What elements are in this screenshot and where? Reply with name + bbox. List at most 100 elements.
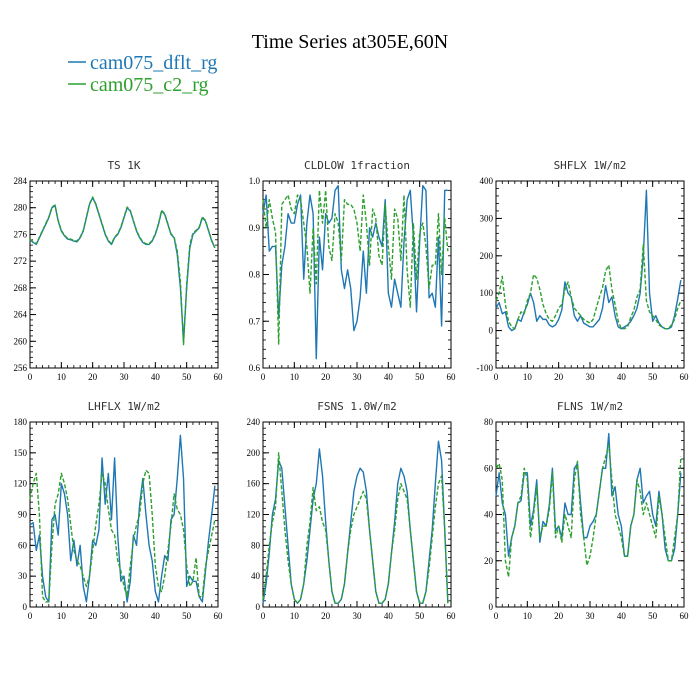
series-line-dflt <box>262 184 448 360</box>
y-tick-label: 80 <box>484 417 494 427</box>
x-tick-label: 40 <box>617 372 627 382</box>
y-tick-label: 200 <box>247 448 261 458</box>
y-tick-label: 0.7 <box>249 316 261 326</box>
x-tick-label: 0 <box>494 611 499 621</box>
y-tick-label: 40 <box>251 571 261 581</box>
y-tick-label: 60 <box>18 540 28 550</box>
y-tick-label: 276 <box>14 229 28 239</box>
x-tick-label: 30 <box>586 611 596 621</box>
panels-grid: TS 1K 0 10 20 30 40 50 60 256 260 264 268 272 276 280 2… <box>14 159 690 621</box>
panel-title: CLDLOW 1fraction <box>304 159 410 172</box>
x-tick-label: 50 <box>648 372 658 382</box>
figure-title: Time Series at305E,60N <box>252 31 448 53</box>
x-tick-label: 60 <box>680 611 690 621</box>
x-tick-label: 10 <box>57 372 67 382</box>
y-tick-label: 40 <box>484 510 494 520</box>
x-tick-label: 40 <box>384 372 394 382</box>
y-tick-label: 240 <box>247 417 261 427</box>
y-tick-label: 120 <box>247 510 261 520</box>
x-tick-label: 10 <box>523 611 533 621</box>
y-tick-label: 200 <box>480 251 494 261</box>
x-tick-label: 60 <box>214 611 224 621</box>
x-tick-label: 0 <box>28 611 33 621</box>
panel-3: SHFLX 1W/m20 10 20 30 40 50 60-100010020030040… <box>477 159 690 382</box>
series-line-dflt <box>495 189 682 332</box>
x-tick-label: 20 <box>321 611 331 621</box>
y-tick-label: 260 <box>14 336 28 346</box>
series-line-c2 <box>495 243 682 330</box>
y-tick-label: 60 <box>484 463 494 473</box>
x-tick-label: 20 <box>88 372 98 382</box>
x-tick-label: 10 <box>523 372 533 382</box>
plot-frame <box>495 180 685 369</box>
x-tick-label: 50 <box>415 611 425 621</box>
y-tick-label: 1.0 <box>249 176 261 186</box>
panel-6: FLNS 1W/m2 0 10 20 30 40 50 60 0 20 40 60 80 <box>484 400 689 621</box>
y-tick-label: 90 <box>18 510 28 520</box>
y-tick-label: 150 <box>14 448 28 458</box>
y-tick-label: 256 <box>14 363 28 373</box>
x-tick-label: 30 <box>120 372 130 382</box>
x-tick-label: 0 <box>261 611 266 621</box>
x-tick-label: 0 <box>28 372 33 382</box>
y-tick-label: 0.6 <box>249 363 261 373</box>
y-tick-label: 400 <box>480 176 494 186</box>
y-tick-label: 120 <box>14 479 28 489</box>
y-tick-label: 0 <box>489 602 494 612</box>
x-tick-label: 40 <box>151 611 161 621</box>
x-tick-label: 10 <box>290 611 300 621</box>
y-tick-label: 180 <box>14 417 28 427</box>
x-tick-label: 40 <box>617 611 627 621</box>
x-tick-label: 0 <box>261 372 266 382</box>
y-tick-label: 0.8 <box>249 270 261 280</box>
y-tick-label: 100 <box>480 288 494 298</box>
x-tick-label: 60 <box>447 611 457 621</box>
x-tick-label: 60 <box>214 372 224 382</box>
x-tick-label: 20 <box>321 372 331 382</box>
x-tick-label: 40 <box>384 611 394 621</box>
series-line-c2 <box>495 444 682 578</box>
x-tick-label: 40 <box>151 372 161 382</box>
y-tick-label: 0 <box>489 326 494 336</box>
legend-label-c2: cam075_c2_rg <box>90 74 209 96</box>
y-tick-label: 80 <box>251 540 261 550</box>
x-tick-label: 20 <box>554 611 564 621</box>
panel-1: TS 1K 0 10 20 30 40 50 60 256 260 264 268 272 276 280 2… <box>14 159 224 382</box>
legend: cam075_dflt_rg cam075_c2_rg <box>68 52 217 96</box>
y-tick-label: -100 <box>477 363 494 373</box>
x-tick-label: 60 <box>447 372 457 382</box>
y-tick-label: 30 <box>18 571 28 581</box>
x-tick-label: 20 <box>88 611 98 621</box>
series-line-c2 <box>29 469 216 603</box>
y-tick-label: 272 <box>14 256 28 266</box>
x-tick-label: 50 <box>415 372 425 382</box>
series-line-c2 <box>262 189 449 346</box>
x-tick-label: 50 <box>182 611 192 621</box>
x-tick-label: 30 <box>353 611 363 621</box>
y-tick-label: 20 <box>484 556 494 566</box>
panel-4: LHFLX 1W/m2 0 10 20 30 40 50 60 0 30 60 90 120 150 180 <box>14 400 224 621</box>
y-tick-label: 264 <box>14 310 28 320</box>
y-tick-label: 0.9 <box>249 223 261 233</box>
x-tick-label: 10 <box>57 611 67 621</box>
y-tick-label: 284 <box>14 176 28 186</box>
y-tick-label: 160 <box>247 479 261 489</box>
series-line-c2 <box>29 196 216 346</box>
y-tick-label: 268 <box>14 283 28 293</box>
x-tick-label: 20 <box>554 372 564 382</box>
x-tick-label: 30 <box>586 372 596 382</box>
y-tick-label: 300 <box>480 213 494 223</box>
y-tick-label: 280 <box>14 203 28 213</box>
x-tick-label: 50 <box>182 372 192 382</box>
panel-title: SHFLX 1W/m2 <box>554 159 627 172</box>
x-tick-label: 30 <box>353 372 363 382</box>
x-tick-label: 10 <box>290 372 300 382</box>
plot-frame <box>29 180 219 369</box>
x-tick-label: 30 <box>120 611 130 621</box>
x-tick-label: 50 <box>648 611 658 621</box>
y-tick-label: 0 <box>23 602 28 612</box>
x-tick-label: 60 <box>680 372 690 382</box>
x-tick-label: 0 <box>494 372 499 382</box>
plot-frame <box>495 421 685 608</box>
